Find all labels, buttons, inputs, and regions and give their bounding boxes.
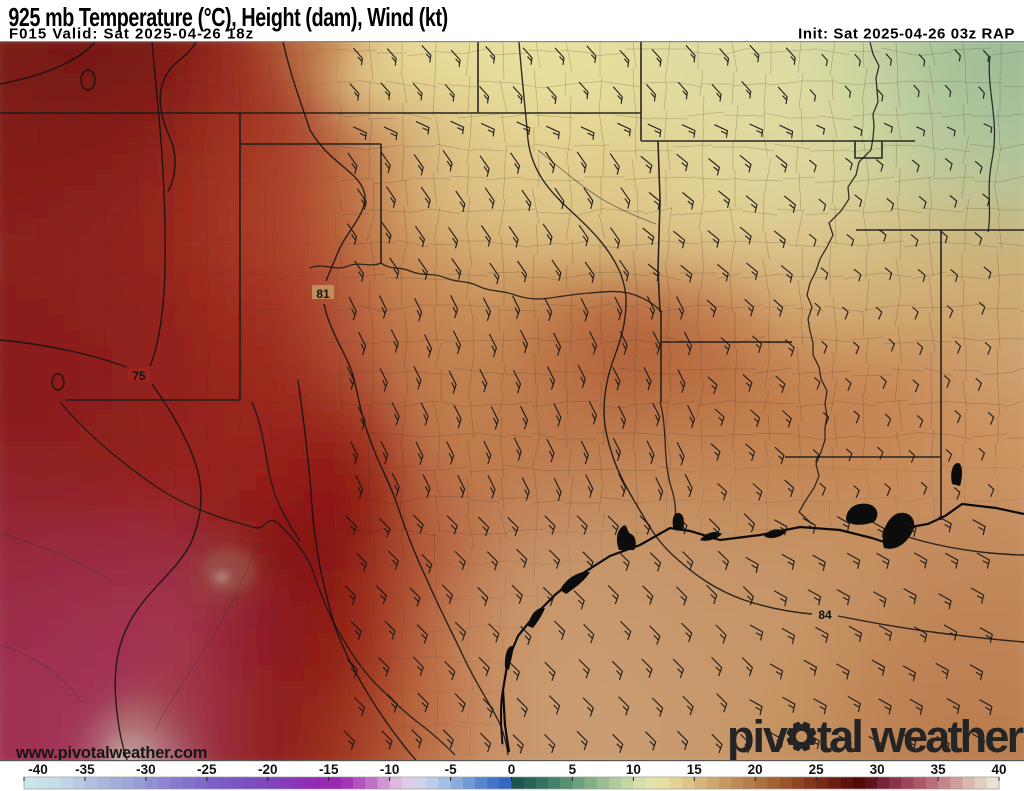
svg-text:-5: -5 [445,762,457,777]
svg-text:www.pivotalweather.com: www.pivotalweather.com [15,744,207,762]
svg-text:5: 5 [569,762,577,777]
svg-text:10: 10 [626,762,641,777]
svg-text:Init: Sat 2025-04-26 03z RAP: Init: Sat 2025-04-26 03z RAP [798,26,1015,43]
svg-text:-15: -15 [319,762,339,777]
svg-text:-10: -10 [380,762,400,777]
svg-text:piv: piv [727,711,788,762]
svg-text:0: 0 [508,762,516,777]
svg-text:81: 81 [316,287,330,301]
svg-text:20: 20 [748,762,763,777]
svg-text:tal weather: tal weather [817,711,1024,762]
svg-text:40: 40 [991,762,1006,777]
svg-text:84: 84 [818,608,832,622]
svg-text:-20: -20 [258,762,278,777]
svg-text:-35: -35 [75,762,95,777]
svg-text:75: 75 [132,369,146,383]
svg-text:F015 Valid: Sat 2025-04-26 18z: F015 Valid: Sat 2025-04-26 18z [9,26,254,43]
svg-text:25: 25 [809,762,825,777]
svg-text:-30: -30 [136,762,156,777]
svg-text:-25: -25 [197,762,217,777]
svg-text:30: 30 [870,762,885,777]
svg-text:-40: -40 [28,762,48,777]
svg-text:15: 15 [687,762,703,777]
svg-text:925 mb Temperature (°C), Heigh: 925 mb Temperature (°C), Height (dam), W… [8,2,447,31]
svg-text:35: 35 [931,762,947,777]
